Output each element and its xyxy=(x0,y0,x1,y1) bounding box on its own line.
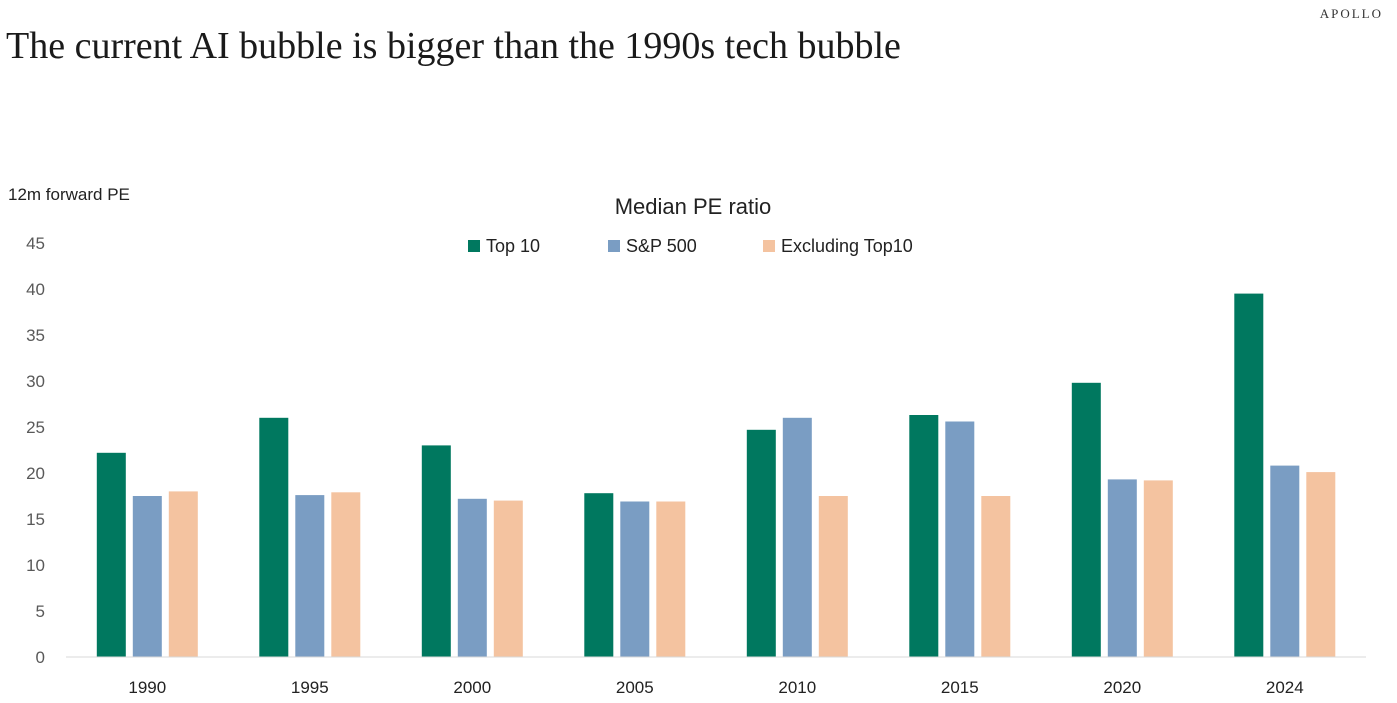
y-tick-label: 25 xyxy=(26,418,45,437)
y-tick-label: 30 xyxy=(26,372,45,391)
bar xyxy=(620,501,650,657)
bar xyxy=(1270,465,1300,657)
y-tick-label: 35 xyxy=(26,326,45,345)
x-tick-label: 2000 xyxy=(453,678,491,697)
x-axis-ticks: 1990 1995 2000 2005 2010 2015 2020 2024 xyxy=(128,678,1303,697)
legend-swatch xyxy=(608,240,620,252)
bar xyxy=(1234,293,1264,657)
legend-swatch xyxy=(468,240,480,252)
bar xyxy=(746,429,776,657)
bar xyxy=(493,500,523,657)
y-tick-label: 45 xyxy=(26,234,45,253)
y-tick-label: 5 xyxy=(36,602,45,621)
legend-label: Top 10 xyxy=(486,236,540,256)
bar xyxy=(1306,472,1336,657)
x-tick-label: 1990 xyxy=(128,678,166,697)
legend-swatch xyxy=(763,240,775,252)
legend-label: S&P 500 xyxy=(626,236,697,256)
bar xyxy=(909,415,939,657)
bar xyxy=(945,421,975,657)
headline: The current AI bubble is bigger than the… xyxy=(6,25,901,67)
bar xyxy=(584,493,614,657)
x-tick-label: 2005 xyxy=(616,678,654,697)
bar xyxy=(656,501,686,657)
bar xyxy=(96,452,126,657)
bar xyxy=(818,496,848,657)
x-tick-label: 2020 xyxy=(1103,678,1141,697)
bar xyxy=(168,491,198,657)
bar xyxy=(981,496,1011,657)
x-tick-label: 1995 xyxy=(291,678,329,697)
bar xyxy=(421,445,451,657)
x-tick-label: 2015 xyxy=(941,678,979,697)
bar xyxy=(1071,382,1101,657)
y-axis-ticks: 0 5 10 15 20 25 30 35 40 45 xyxy=(26,234,45,667)
y-tick-label: 20 xyxy=(26,464,45,483)
x-tick-label: 2010 xyxy=(778,678,816,697)
x-tick-label: 2024 xyxy=(1266,678,1304,697)
bar xyxy=(132,496,162,657)
bar xyxy=(1143,480,1173,657)
bar xyxy=(457,498,487,657)
legend: Top 10 S&P 500 Excluding Top10 xyxy=(468,236,913,256)
y-tick-label: 40 xyxy=(26,280,45,299)
bar xyxy=(331,492,361,657)
brand-logo-text: APOLLO xyxy=(1319,6,1383,21)
bars xyxy=(96,293,1336,657)
y-tick-label: 15 xyxy=(26,510,45,529)
bar xyxy=(259,417,289,657)
bar xyxy=(782,417,812,657)
y-tick-label: 0 xyxy=(36,648,45,667)
bar xyxy=(295,495,325,657)
y-axis-label: 12m forward PE xyxy=(8,185,130,204)
y-tick-label: 10 xyxy=(26,556,45,575)
bar xyxy=(1107,479,1137,657)
legend-label: Excluding Top10 xyxy=(781,236,913,256)
chart-title: Median PE ratio xyxy=(615,194,772,219)
